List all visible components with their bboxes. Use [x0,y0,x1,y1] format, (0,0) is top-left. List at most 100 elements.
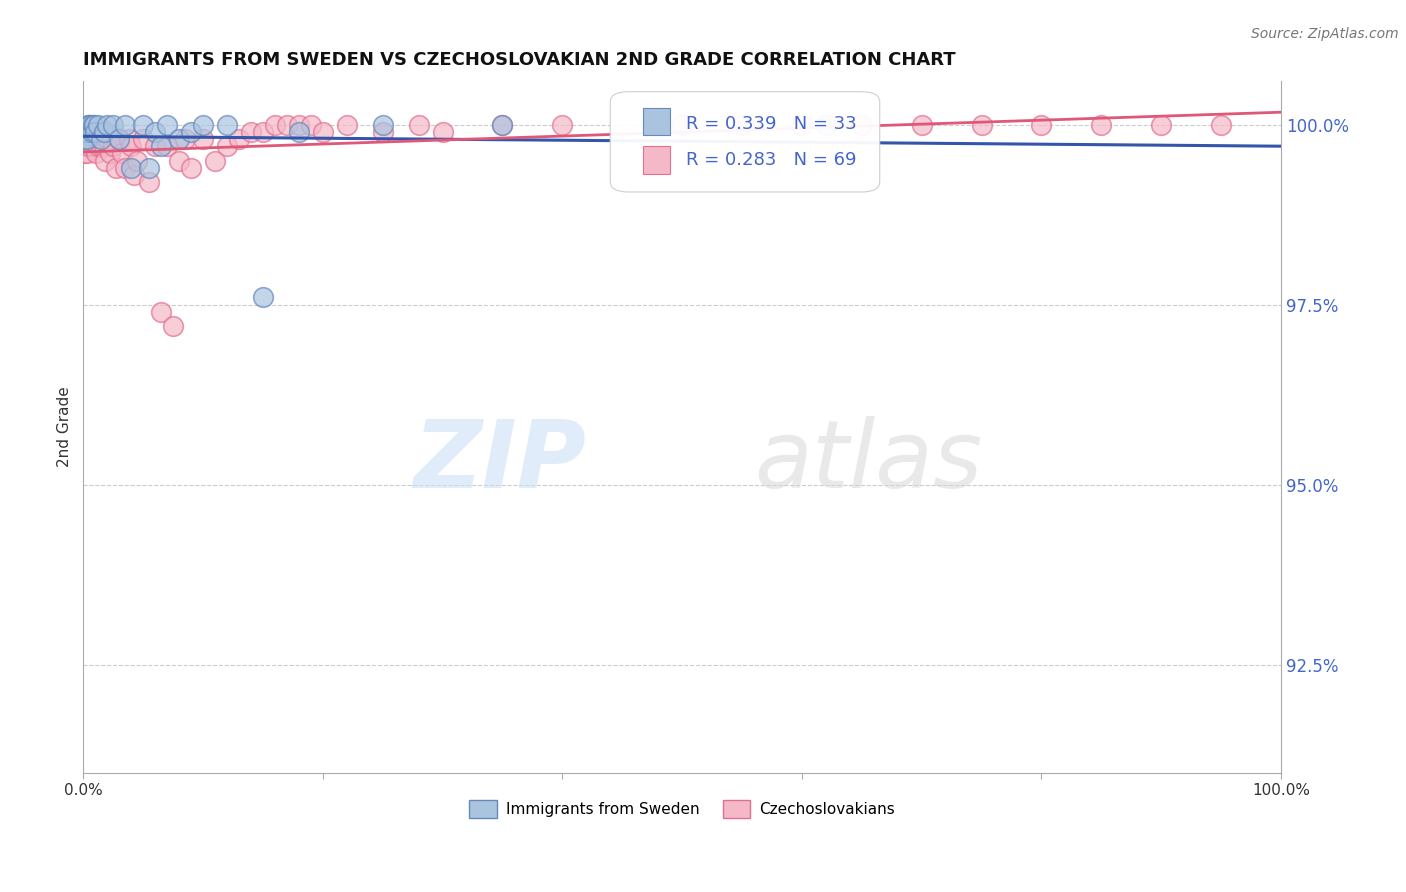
Point [73,146,96,161]
Point [77,118,100,132]
Point [75,125,97,139]
Point [90,132,112,146]
Point [80,125,103,139]
Point [86,139,108,153]
Point [114,161,136,175]
Point [118,132,141,146]
Point [79,118,101,132]
Point [93,139,115,153]
Point [371,125,394,139]
Point [76,146,98,161]
Point [104,161,127,175]
Text: IMMIGRANTS FROM SWEDEN VS CZECHOSLOVAKIAN 2ND GRADE CORRELATION CHART: IMMIGRANTS FROM SWEDEN VS CZECHOSLOVAKIA… [83,51,956,69]
Text: R = 0.339   N = 33: R = 0.339 N = 33 [686,115,856,133]
Point [156,118,179,132]
Point [108,132,131,146]
Point [239,125,262,139]
Point [87,125,110,139]
Point [103,139,125,153]
Point [432,125,454,139]
Point [73,132,96,146]
Point [911,118,934,132]
Point [1031,118,1053,132]
Point [671,118,693,132]
Point [790,118,813,132]
Point [204,153,226,168]
Point [132,118,155,132]
Point [86,146,108,161]
Point [83,118,105,132]
Point [288,118,311,132]
Point [336,118,359,132]
Legend: Immigrants from Sweden, Czechoslovakians: Immigrants from Sweden, Czechoslovakians [463,794,901,824]
Point [120,139,142,153]
Point [191,118,214,132]
Bar [643,108,671,136]
Point [215,118,238,132]
Point [970,118,993,132]
Point [814,118,837,132]
Point [408,118,430,132]
Point [76,132,98,146]
Point [93,125,115,139]
Point [114,118,136,132]
Point [75,125,97,139]
Point [76,132,98,146]
Point [127,153,149,168]
Point [167,153,190,168]
Point [288,125,311,139]
Y-axis label: 2nd Grade: 2nd Grade [58,386,72,467]
Text: Source: ZipAtlas.com: Source: ZipAtlas.com [1251,27,1399,41]
Point [86,118,108,132]
Point [138,161,160,175]
Point [96,118,118,132]
Point [138,175,160,189]
Point [82,118,104,132]
Point [1209,118,1232,132]
Point [174,132,197,146]
Point [143,139,166,153]
Point [228,132,250,146]
FancyBboxPatch shape [610,92,880,192]
Point [122,168,145,182]
Point [162,319,184,334]
Bar [643,146,671,174]
Text: atlas: atlas [754,416,983,508]
Point [851,118,873,132]
Point [1090,118,1112,132]
Point [731,118,754,132]
Point [180,161,202,175]
Point [94,125,117,139]
Point [1150,118,1173,132]
Point [150,139,173,153]
Point [371,118,394,132]
Point [80,132,103,146]
Point [98,146,121,161]
Point [108,132,131,146]
Point [551,118,574,132]
Point [96,132,118,146]
Point [77,139,100,153]
Point [94,153,117,168]
Point [276,118,298,132]
Point [90,139,112,153]
Point [83,132,105,146]
Point [75,139,97,153]
Point [491,118,513,132]
Point [264,118,287,132]
Point [84,125,107,139]
Point [491,118,513,132]
Point [82,139,104,153]
Point [89,132,111,146]
Point [252,290,274,304]
Point [132,132,155,146]
Point [143,125,166,139]
Point [167,132,190,146]
Text: ZIP: ZIP [413,416,586,508]
Point [252,125,274,139]
Point [77,125,100,139]
Point [91,132,114,146]
Text: R = 0.283   N = 69: R = 0.283 N = 69 [686,151,856,169]
Point [79,125,101,139]
Point [84,125,107,139]
